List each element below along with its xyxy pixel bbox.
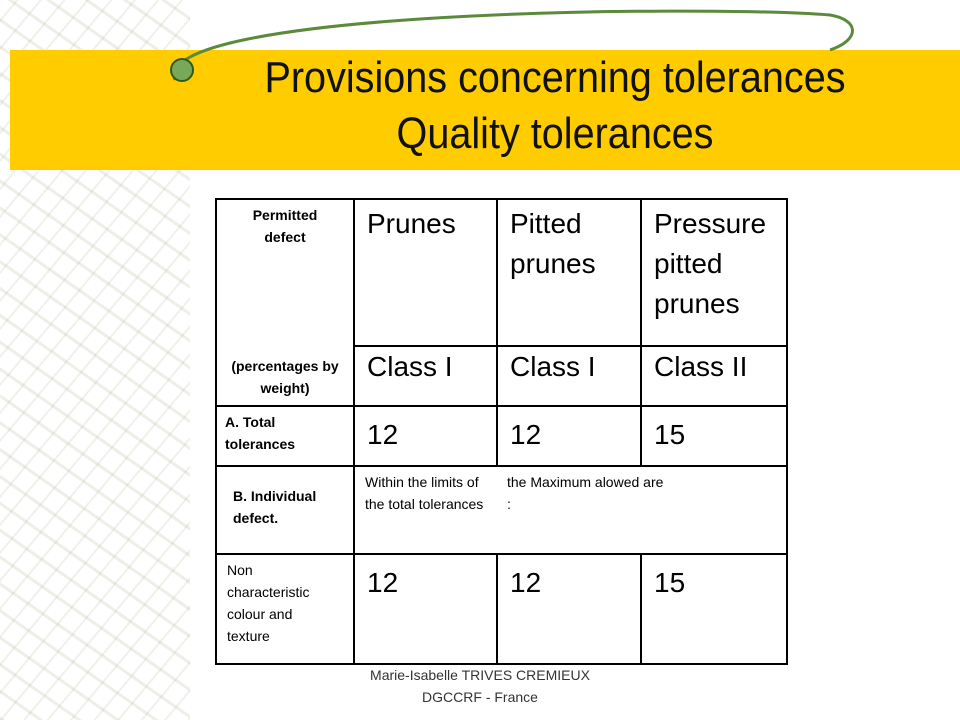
cell: Within the limits of the total tolerance… bbox=[353, 465, 497, 555]
cell-text: Permitted defect bbox=[252, 207, 318, 245]
cell: Non characteristic colour and texture bbox=[215, 553, 355, 665]
cell: Prunes bbox=[353, 198, 498, 347]
cell: 12 bbox=[496, 553, 642, 665]
footer-line: Marie-Isabelle TRIVES CREMIEUX bbox=[370, 667, 590, 683]
header-cell: Permitted defect (percentages by weight) bbox=[215, 198, 355, 407]
cell: Pressure pitted prunes bbox=[640, 198, 788, 347]
title: Provisions concerning tolerances Quality… bbox=[191, 50, 920, 162]
footer: Marie-Isabelle TRIVES CREMIEUX DGCCRF - … bbox=[300, 664, 660, 708]
cell: A. Total tolerances bbox=[215, 405, 355, 467]
title-line: Quality tolerances bbox=[396, 109, 714, 158]
cell: 12 bbox=[353, 553, 498, 665]
cell: Class I bbox=[353, 345, 498, 407]
cell: B. Individual defect. bbox=[215, 465, 355, 555]
cell: the Maximum alowed are : bbox=[497, 465, 788, 555]
table: Permitted defect (percentages by weight)… bbox=[215, 198, 788, 665]
decoration bbox=[170, 9, 854, 82]
title-band bbox=[10, 50, 960, 170]
cell: 15 bbox=[640, 553, 788, 665]
cell-text: (percentages by weight) bbox=[231, 358, 339, 396]
cell: Class II bbox=[640, 345, 788, 407]
cell: 15 bbox=[640, 405, 788, 467]
cell: Class I bbox=[496, 345, 642, 407]
cell: 12 bbox=[353, 405, 498, 467]
title-line: Provisions concerning tolerances bbox=[264, 53, 846, 102]
cell: Pitted prunes bbox=[496, 198, 642, 347]
footer-line: DGCCRF - France bbox=[422, 689, 538, 705]
cell: 12 bbox=[496, 405, 642, 467]
